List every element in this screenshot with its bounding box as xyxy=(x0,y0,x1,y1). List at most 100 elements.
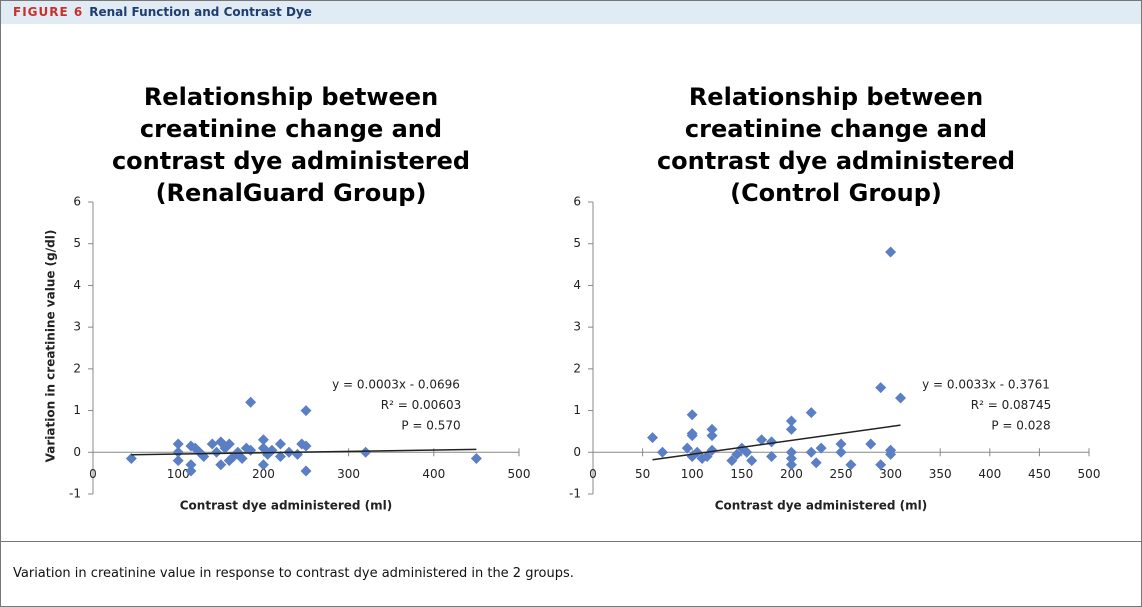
y-tick-label: 4 xyxy=(573,278,581,292)
data-point xyxy=(300,465,312,477)
data-point xyxy=(291,448,303,460)
separator xyxy=(1,541,1141,542)
x-tick-label: 200 xyxy=(252,467,275,481)
x-tick-label: 400 xyxy=(978,467,1001,481)
y-tick-label: 2 xyxy=(573,361,581,375)
data-point xyxy=(875,459,887,471)
data-point xyxy=(885,448,897,460)
data-point xyxy=(895,392,907,404)
y-tick-label: 3 xyxy=(73,320,81,334)
data-point xyxy=(656,446,668,458)
data-point xyxy=(701,450,713,462)
data-point xyxy=(300,440,312,452)
x-tick-label: 200 xyxy=(780,467,803,481)
data-point xyxy=(746,455,758,467)
data-point xyxy=(706,444,718,456)
data-point xyxy=(274,438,286,450)
data-point xyxy=(785,415,797,427)
data-point xyxy=(815,442,827,454)
data-point xyxy=(875,382,887,394)
data-point xyxy=(885,246,897,258)
data-point xyxy=(731,448,743,460)
trend-line xyxy=(652,424,901,461)
caption: Variation in creatinine value in respons… xyxy=(13,566,574,581)
figure-title: Renal Function and Contrast Dye xyxy=(89,5,312,19)
data-point xyxy=(223,438,235,450)
y-axis-label: Variation in creatinine value (g/dl) xyxy=(44,230,58,463)
data-point xyxy=(691,446,703,458)
x-axis-label: Contrast dye administered (ml) xyxy=(715,499,928,513)
data-point xyxy=(785,459,797,471)
data-point xyxy=(172,446,184,458)
data-point xyxy=(681,442,693,454)
data-point xyxy=(360,446,372,458)
data-point xyxy=(706,423,718,435)
data-point xyxy=(810,457,822,469)
y-tick-label: 1 xyxy=(73,403,81,417)
x-tick-label: 500 xyxy=(1078,467,1101,481)
data-point xyxy=(245,396,257,408)
x-tick-label: 400 xyxy=(422,467,445,481)
data-point xyxy=(686,409,698,421)
data-point xyxy=(805,446,817,458)
data-point xyxy=(785,446,797,458)
data-point xyxy=(274,450,286,462)
data-point xyxy=(686,430,698,442)
x-tick-label: 450 xyxy=(1028,467,1051,481)
data-point xyxy=(766,450,778,462)
data-point xyxy=(785,423,797,435)
x-tick-label: 100 xyxy=(167,467,190,481)
y-tick-label: 6 xyxy=(73,195,81,209)
y-tick-label: -1 xyxy=(69,487,81,501)
data-point xyxy=(300,405,312,417)
x-tick-label: 300 xyxy=(337,467,360,481)
data-point xyxy=(125,453,137,465)
data-point xyxy=(845,459,857,471)
x-tick-label: 50 xyxy=(635,467,650,481)
data-point xyxy=(172,438,184,450)
trend-annotation: R² = 0.08745 xyxy=(971,398,1051,412)
data-point xyxy=(185,459,197,471)
data-point xyxy=(206,438,218,450)
y-tick-label: 0 xyxy=(573,445,581,459)
y-tick-label: 5 xyxy=(573,236,581,250)
y-tick-label: -1 xyxy=(569,487,581,501)
x-tick-label: 350 xyxy=(929,467,952,481)
y-tick-label: 4 xyxy=(73,278,81,292)
x-tick-label: 0 xyxy=(589,467,597,481)
data-point xyxy=(257,459,269,471)
data-point xyxy=(785,453,797,465)
data-point xyxy=(706,430,718,442)
data-point xyxy=(211,446,223,458)
data-point xyxy=(257,434,269,446)
x-tick-label: 300 xyxy=(879,467,902,481)
x-tick-label: 150 xyxy=(730,467,753,481)
data-point xyxy=(185,465,197,477)
x-tick-label: 0 xyxy=(89,467,97,481)
data-point xyxy=(470,453,482,465)
x-tick-label: 500 xyxy=(508,467,531,481)
data-point xyxy=(805,407,817,419)
y-tick-label: 1 xyxy=(573,403,581,417)
data-point xyxy=(215,459,227,471)
trend-annotation: R² = 0.00603 xyxy=(381,398,461,412)
trend-annotation: P = 0.570 xyxy=(401,419,460,433)
trend-annotation: y = 0.0003x - 0.0696 xyxy=(332,378,460,392)
data-point xyxy=(647,432,659,444)
data-point xyxy=(835,438,847,450)
x-tick-label: 250 xyxy=(830,467,853,481)
x-axis-label: Contrast dye administered (ml) xyxy=(180,499,393,513)
y-tick-label: 2 xyxy=(73,361,81,375)
y-tick-label: 3 xyxy=(573,320,581,334)
y-tick-label: 0 xyxy=(73,445,81,459)
data-point xyxy=(236,453,248,465)
figure-header: FIGURE 6 Renal Function and Contrast Dye xyxy=(1,1,1141,24)
y-tick-label: 6 xyxy=(573,195,581,209)
trend-line xyxy=(131,448,477,456)
figure-label: FIGURE 6 xyxy=(13,5,84,19)
data-point xyxy=(172,455,184,467)
data-point xyxy=(865,438,877,450)
data-point xyxy=(835,446,847,458)
